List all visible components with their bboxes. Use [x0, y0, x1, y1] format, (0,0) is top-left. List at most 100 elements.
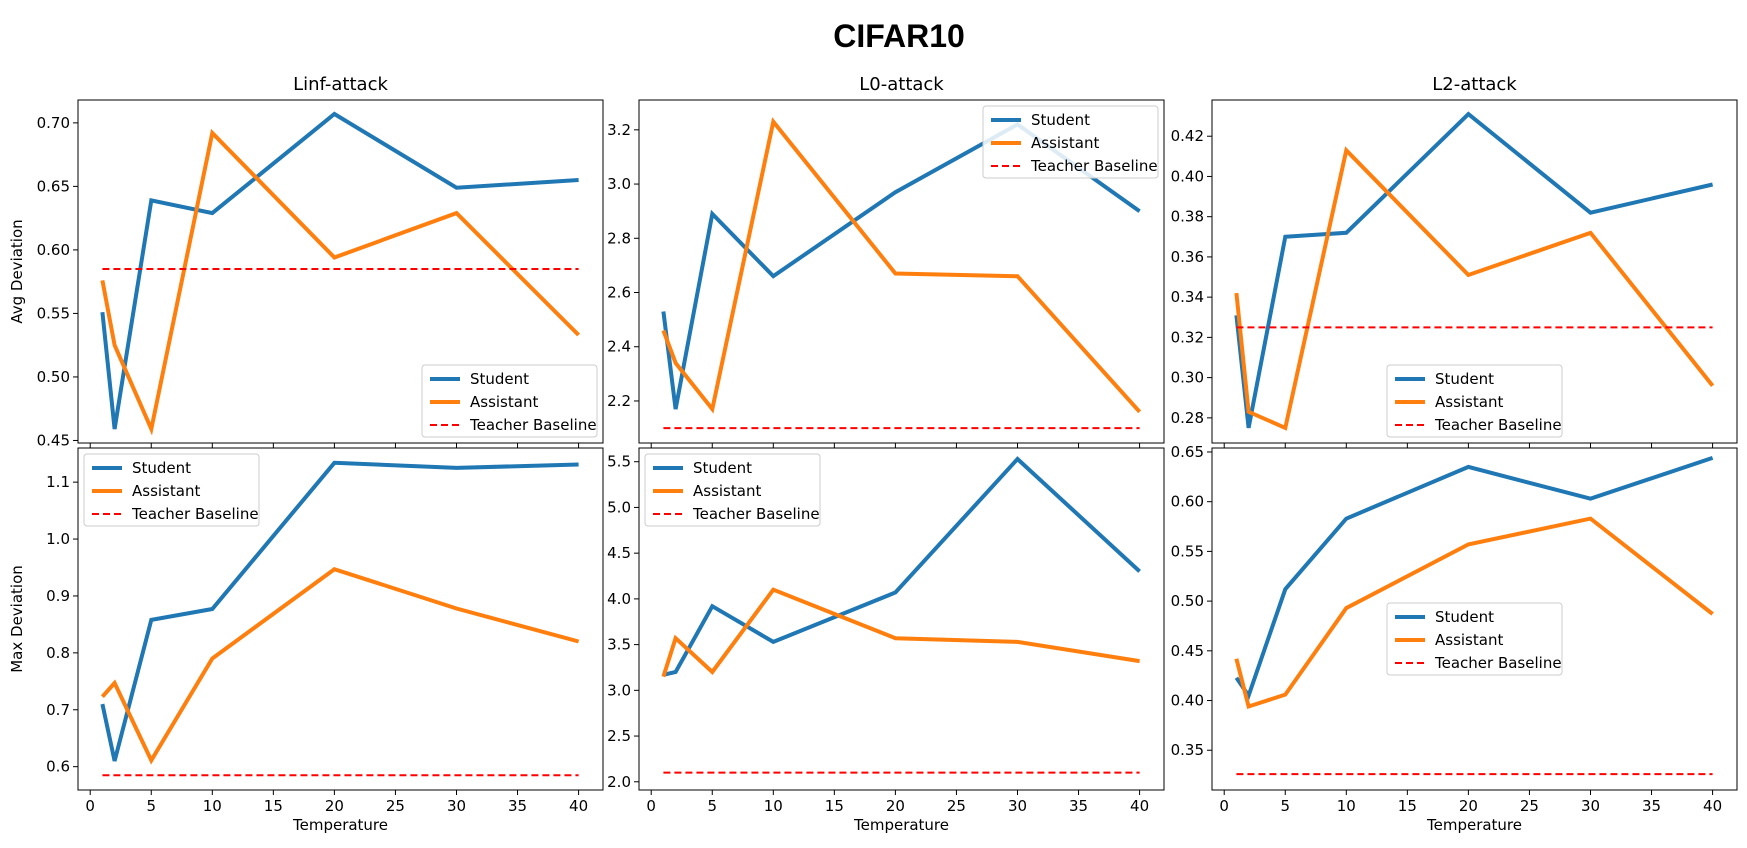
y-tick-label: 0.45: [1171, 642, 1204, 660]
plot-frame: [1211, 447, 1738, 791]
legend-label-assistant: Assistant: [470, 393, 538, 411]
x-tick-label: 0: [85, 797, 95, 815]
legend: Student Assistant Teacher Baseline: [421, 364, 598, 438]
legend-box: [83, 453, 260, 527]
y-tick-label: 1.0: [46, 530, 70, 548]
series-line-student: [662, 456, 1141, 677]
x-tick-label: 20: [325, 797, 344, 815]
y-tick-label: 0.34: [1171, 288, 1204, 306]
subplot-2: L0-attack 2.2 2.4 2.6 2.8 3.0 3.2 Student Assist…: [607, 74, 1165, 448]
legend: Student Assistant Teacher Baseline: [1386, 364, 1563, 438]
legend-label-student: Student: [1435, 608, 1494, 626]
plot-frame: [77, 447, 604, 791]
legend-label-teacher-baseline: Teacher Baseline: [131, 505, 259, 523]
y-tick-label: 0.42: [1171, 127, 1204, 145]
x-tick-label: 5: [146, 797, 156, 815]
y-tick-label: 0.40: [1171, 167, 1204, 185]
series-line-student: [100, 460, 579, 762]
legend-box: [982, 105, 1159, 179]
x-tick-label: 30: [447, 797, 466, 815]
subplot-1: Linf-attack 0.45 0.50 0.55 0.60 0.65 0.70 Avg D…: [8, 74, 604, 449]
x-tick-label: 30: [1008, 797, 1027, 815]
y-tick-label: 3.0: [607, 175, 631, 193]
x-tick-label: 15: [264, 797, 283, 815]
y-tick-label: 0.28: [1171, 409, 1204, 427]
y-tick-label: 0.60: [37, 241, 70, 259]
y-tick-label: 0.65: [1171, 443, 1204, 461]
x-tick-label: 0: [646, 797, 656, 815]
series-line-student: [1234, 456, 1714, 701]
y-tick-label: 0.55: [1171, 542, 1204, 560]
y-tick-label: 0.40: [1171, 692, 1204, 710]
x-tick-label: 20: [886, 797, 905, 815]
subplot-title: L0-attack: [859, 74, 944, 95]
legend: Student Assistant Teacher Baseline: [83, 453, 260, 527]
legend: Student Assistant Teacher Baseline: [982, 105, 1159, 179]
legend: Student Assistant Teacher Baseline: [1386, 602, 1563, 676]
x-tick-label: 5: [707, 797, 717, 815]
y-tick-label: 2.5: [607, 727, 631, 745]
y-tick-label: 0.38: [1171, 208, 1204, 226]
legend-label-student: Student: [1435, 370, 1494, 388]
plot-frame: [638, 99, 1165, 444]
x-tick-label: 10: [764, 797, 783, 815]
legend-label-teacher-baseline: Teacher Baseline: [469, 416, 597, 434]
y-tick-label: 0.35: [1171, 741, 1204, 759]
legend-label-teacher-baseline: Teacher Baseline: [1030, 157, 1158, 175]
legend-label-teacher-baseline: Teacher Baseline: [1434, 416, 1562, 434]
y-axis-label: Avg Deviation: [8, 219, 26, 323]
series-line-assistant: [661, 587, 1140, 678]
subplot-title: Linf-attack: [293, 74, 388, 95]
legend-label-assistant: Assistant: [693, 482, 761, 500]
series-line-student: [1234, 111, 1714, 429]
y-tick-label: 0.60: [1171, 493, 1204, 511]
x-tick-label: 15: [825, 797, 844, 815]
y-tick-label: 5.0: [607, 498, 631, 516]
legend-label-student: Student: [132, 459, 191, 477]
y-tick-label: 0.65: [37, 177, 70, 195]
y-tick-label: 2.6: [607, 284, 631, 302]
legend-label-assistant: Assistant: [1031, 134, 1099, 152]
x-tick-label: 25: [947, 797, 966, 815]
legend-label-assistant: Assistant: [132, 482, 200, 500]
series-line-assistant: [1234, 516, 1714, 710]
plot-frame: [638, 447, 1165, 791]
legend-label-assistant: Assistant: [1435, 631, 1503, 649]
legend-label-student: Student: [470, 370, 529, 388]
legend-box: [421, 364, 598, 438]
subplot-title: L2-attack: [1432, 74, 1517, 95]
y-tick-label: 0.45: [37, 431, 70, 449]
x-tick-label: 20: [1459, 797, 1478, 815]
y-tick-label: 3.5: [607, 636, 631, 654]
series-line-assistant: [100, 128, 581, 436]
x-tick-label: 15: [1398, 797, 1417, 815]
series-line-assistant: [661, 117, 1142, 414]
x-tick-label: 0: [1219, 797, 1229, 815]
y-tick-label: 2.8: [607, 229, 631, 247]
subplot-3: L2-attack 0.28 0.30 0.32 0.34 0.36 0.38 0.40 0.4…: [1171, 74, 1738, 448]
y-tick-label: 4.5: [607, 544, 631, 562]
y-tick-label: 5.5: [607, 453, 631, 471]
plot-frame: [77, 99, 604, 444]
x-tick-label: 40: [1130, 797, 1149, 815]
x-axis-label: Temperature: [292, 816, 388, 834]
series-line-student: [100, 111, 579, 430]
x-axis-label: Temperature: [1426, 816, 1522, 834]
legend-label-assistant: Assistant: [1435, 393, 1503, 411]
y-tick-label: 0.6: [46, 758, 70, 776]
y-tick-label: 0.36: [1171, 248, 1204, 266]
y-tick-label: 0.8: [46, 644, 70, 662]
y-tick-label: 2.4: [607, 338, 631, 356]
y-tick-label: 2.0: [607, 773, 631, 791]
x-tick-label: 25: [1520, 797, 1539, 815]
x-tick-label: 40: [569, 797, 588, 815]
y-tick-label: 0.30: [1171, 369, 1204, 387]
series-line-assistant: [100, 566, 580, 765]
legend-label-student: Student: [1031, 111, 1090, 129]
x-tick-label: 40: [1703, 797, 1722, 815]
y-tick-label: 0.55: [37, 304, 70, 322]
legend-label-student: Student: [693, 459, 752, 477]
y-axis-label: Max Deviation: [8, 565, 26, 673]
